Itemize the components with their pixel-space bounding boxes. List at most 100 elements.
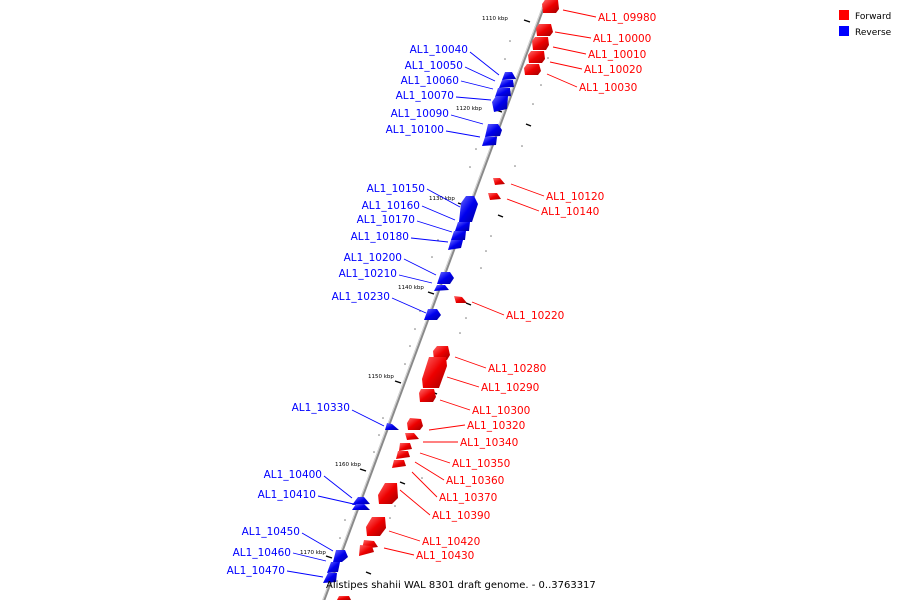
leader-line xyxy=(562,9,597,18)
minor-dot xyxy=(437,239,439,241)
reverse-gene-label[interactable]: AL1_10070 xyxy=(396,90,454,102)
leader-line xyxy=(455,96,492,101)
forward-gene-label[interactable]: AL1_10340 xyxy=(460,437,518,449)
forward-gene-glyph[interactable] xyxy=(405,433,419,440)
reverse-gene-glyph[interactable] xyxy=(451,231,466,240)
leader-line xyxy=(469,51,500,76)
reverse-gene-label[interactable]: AL1_10450 xyxy=(242,526,300,538)
reverse-gene-glyph[interactable] xyxy=(333,550,348,562)
major-tick xyxy=(525,123,532,127)
forward-gene-label[interactable]: AL1_10300 xyxy=(472,405,530,417)
legend-forward-label: Forward xyxy=(855,12,891,22)
forward-gene-label[interactable]: AL1_10420 xyxy=(422,536,480,548)
reverse-gene-glyph[interactable] xyxy=(502,72,516,80)
reverse-gene-label[interactable]: AL1_10060 xyxy=(401,75,459,87)
forward-gene-label[interactable]: AL1_10390 xyxy=(432,510,490,522)
leader-line xyxy=(414,461,445,481)
forward-gene-label[interactable]: AL1_10290 xyxy=(481,382,539,394)
forward-gene-glyph[interactable] xyxy=(528,51,545,63)
reverse-gene-label[interactable]: AL1_10230 xyxy=(332,291,390,303)
legend: Forward Reverse xyxy=(839,10,892,38)
forward-gene-glyph[interactable] xyxy=(366,517,386,536)
forward-gene-glyph[interactable] xyxy=(378,483,398,504)
forward-gene-label[interactable]: AL1_10030 xyxy=(579,82,637,94)
forward-gene-glyph[interactable] xyxy=(396,451,410,459)
major-tick xyxy=(523,19,531,23)
forward-gene-label[interactable]: AL1_09980 xyxy=(598,12,656,24)
forward-gene-glyph[interactable] xyxy=(524,64,541,75)
leader-line xyxy=(421,205,456,221)
reverse-gene-glyph[interactable] xyxy=(385,423,399,430)
reverse-gene-glyph[interactable] xyxy=(352,504,370,510)
reverse-gene-glyph[interactable] xyxy=(434,285,449,291)
forward-gene-label[interactable]: AL1_10430 xyxy=(416,550,474,562)
reverse-gene-label[interactable]: AL1_10200 xyxy=(344,252,402,264)
leader-line xyxy=(439,399,471,411)
reverse-gene-label[interactable]: AL1_10160 xyxy=(362,200,420,212)
reverse-gene-glyph[interactable] xyxy=(327,562,340,573)
reverse-gene-label[interactable]: AL1_10470 xyxy=(227,565,285,577)
reverse-gene-glyph[interactable] xyxy=(485,124,502,137)
reverse-gene-label[interactable]: AL1_10410 xyxy=(258,489,316,501)
forward-gene-glyph[interactable] xyxy=(337,596,351,600)
forward-gene-label[interactable]: AL1_10360 xyxy=(446,475,504,487)
forward-gene-glyph[interactable] xyxy=(454,296,467,303)
forward-gene-glyph[interactable] xyxy=(392,460,406,468)
minor-dots xyxy=(339,40,549,539)
forward-gene-glyph[interactable] xyxy=(488,193,501,200)
forward-gene-glyph[interactable] xyxy=(422,357,447,388)
forward-gene-glyph[interactable] xyxy=(419,389,436,402)
reverse-gene-label[interactable]: AL1_10330 xyxy=(292,402,350,414)
reverse-gene-glyph[interactable] xyxy=(495,88,511,97)
minor-dot xyxy=(409,345,411,347)
reverse-gene-glyph[interactable] xyxy=(323,573,337,583)
reverse-gene-glyph[interactable] xyxy=(459,196,478,222)
reverse-gene-label[interactable]: AL1_10090 xyxy=(391,108,449,120)
forward-leader-lines xyxy=(383,9,597,556)
minor-dot xyxy=(480,267,482,269)
reverse-gene-label[interactable]: AL1_10460 xyxy=(233,547,291,559)
forward-gene-label[interactable]: AL1_10350 xyxy=(452,458,510,470)
forward-gene-label[interactable]: AL1_10320 xyxy=(467,420,525,432)
leader-line xyxy=(446,376,480,388)
reverse-gene-glyph[interactable] xyxy=(352,497,370,505)
reverse-gene-label[interactable]: AL1_10180 xyxy=(351,231,409,243)
reverse-gene-label[interactable]: AL1_10150 xyxy=(367,183,425,195)
forward-gene-label[interactable]: AL1_10220 xyxy=(506,310,564,322)
forward-gene-label[interactable]: AL1_10280 xyxy=(488,363,546,375)
forward-gene-glyph[interactable] xyxy=(542,0,559,13)
major-tick xyxy=(497,214,504,218)
major-tick xyxy=(365,571,372,575)
reverse-gene-glyph[interactable] xyxy=(437,272,454,284)
forward-gene-label[interactable]: AL1_10000 xyxy=(593,33,651,45)
reverse-gene-label[interactable]: AL1_10400 xyxy=(264,469,322,481)
forward-gene-glyph[interactable] xyxy=(536,24,553,36)
forward-gene-label[interactable]: AL1_10020 xyxy=(584,64,642,76)
forward-gene-glyph[interactable] xyxy=(407,418,423,430)
reverse-gene-label[interactable]: AL1_10100 xyxy=(386,124,444,136)
leader-line xyxy=(317,495,359,506)
reverse-gene-label[interactable]: AL1_10040 xyxy=(410,44,468,56)
forward-gene-glyph[interactable] xyxy=(532,37,549,50)
reverse-gene-label[interactable]: AL1_10170 xyxy=(357,214,415,226)
forward-gene-label[interactable]: AL1_10370 xyxy=(439,492,497,504)
reverse-gene-label[interactable]: AL1_10050 xyxy=(405,60,463,72)
leader-line xyxy=(398,274,433,284)
reverse-gene-glyph[interactable] xyxy=(455,222,470,231)
forward-gene-glyph[interactable] xyxy=(359,545,374,556)
reverse-gene-glyph[interactable] xyxy=(482,137,497,146)
leader-line xyxy=(506,198,540,212)
forward-gene-glyph[interactable] xyxy=(493,178,505,185)
forward-gene-glyph[interactable] xyxy=(399,443,412,451)
reverse-gene-glyph[interactable] xyxy=(448,240,463,250)
leader-line xyxy=(445,130,481,138)
forward-gene-label[interactable]: AL1_10120 xyxy=(546,191,604,203)
reverse-gene-glyph[interactable] xyxy=(492,96,508,112)
reverse-gene-glyph[interactable] xyxy=(424,309,441,320)
forward-gene-label[interactable]: AL1_10140 xyxy=(541,206,599,218)
forward-gene-label[interactable]: AL1_10010 xyxy=(588,49,646,61)
reverse-gene-label[interactable]: AL1_10210 xyxy=(339,268,397,280)
forward-gene-glyph[interactable] xyxy=(433,346,450,360)
reverse-gene-glyph[interactable] xyxy=(499,80,514,88)
